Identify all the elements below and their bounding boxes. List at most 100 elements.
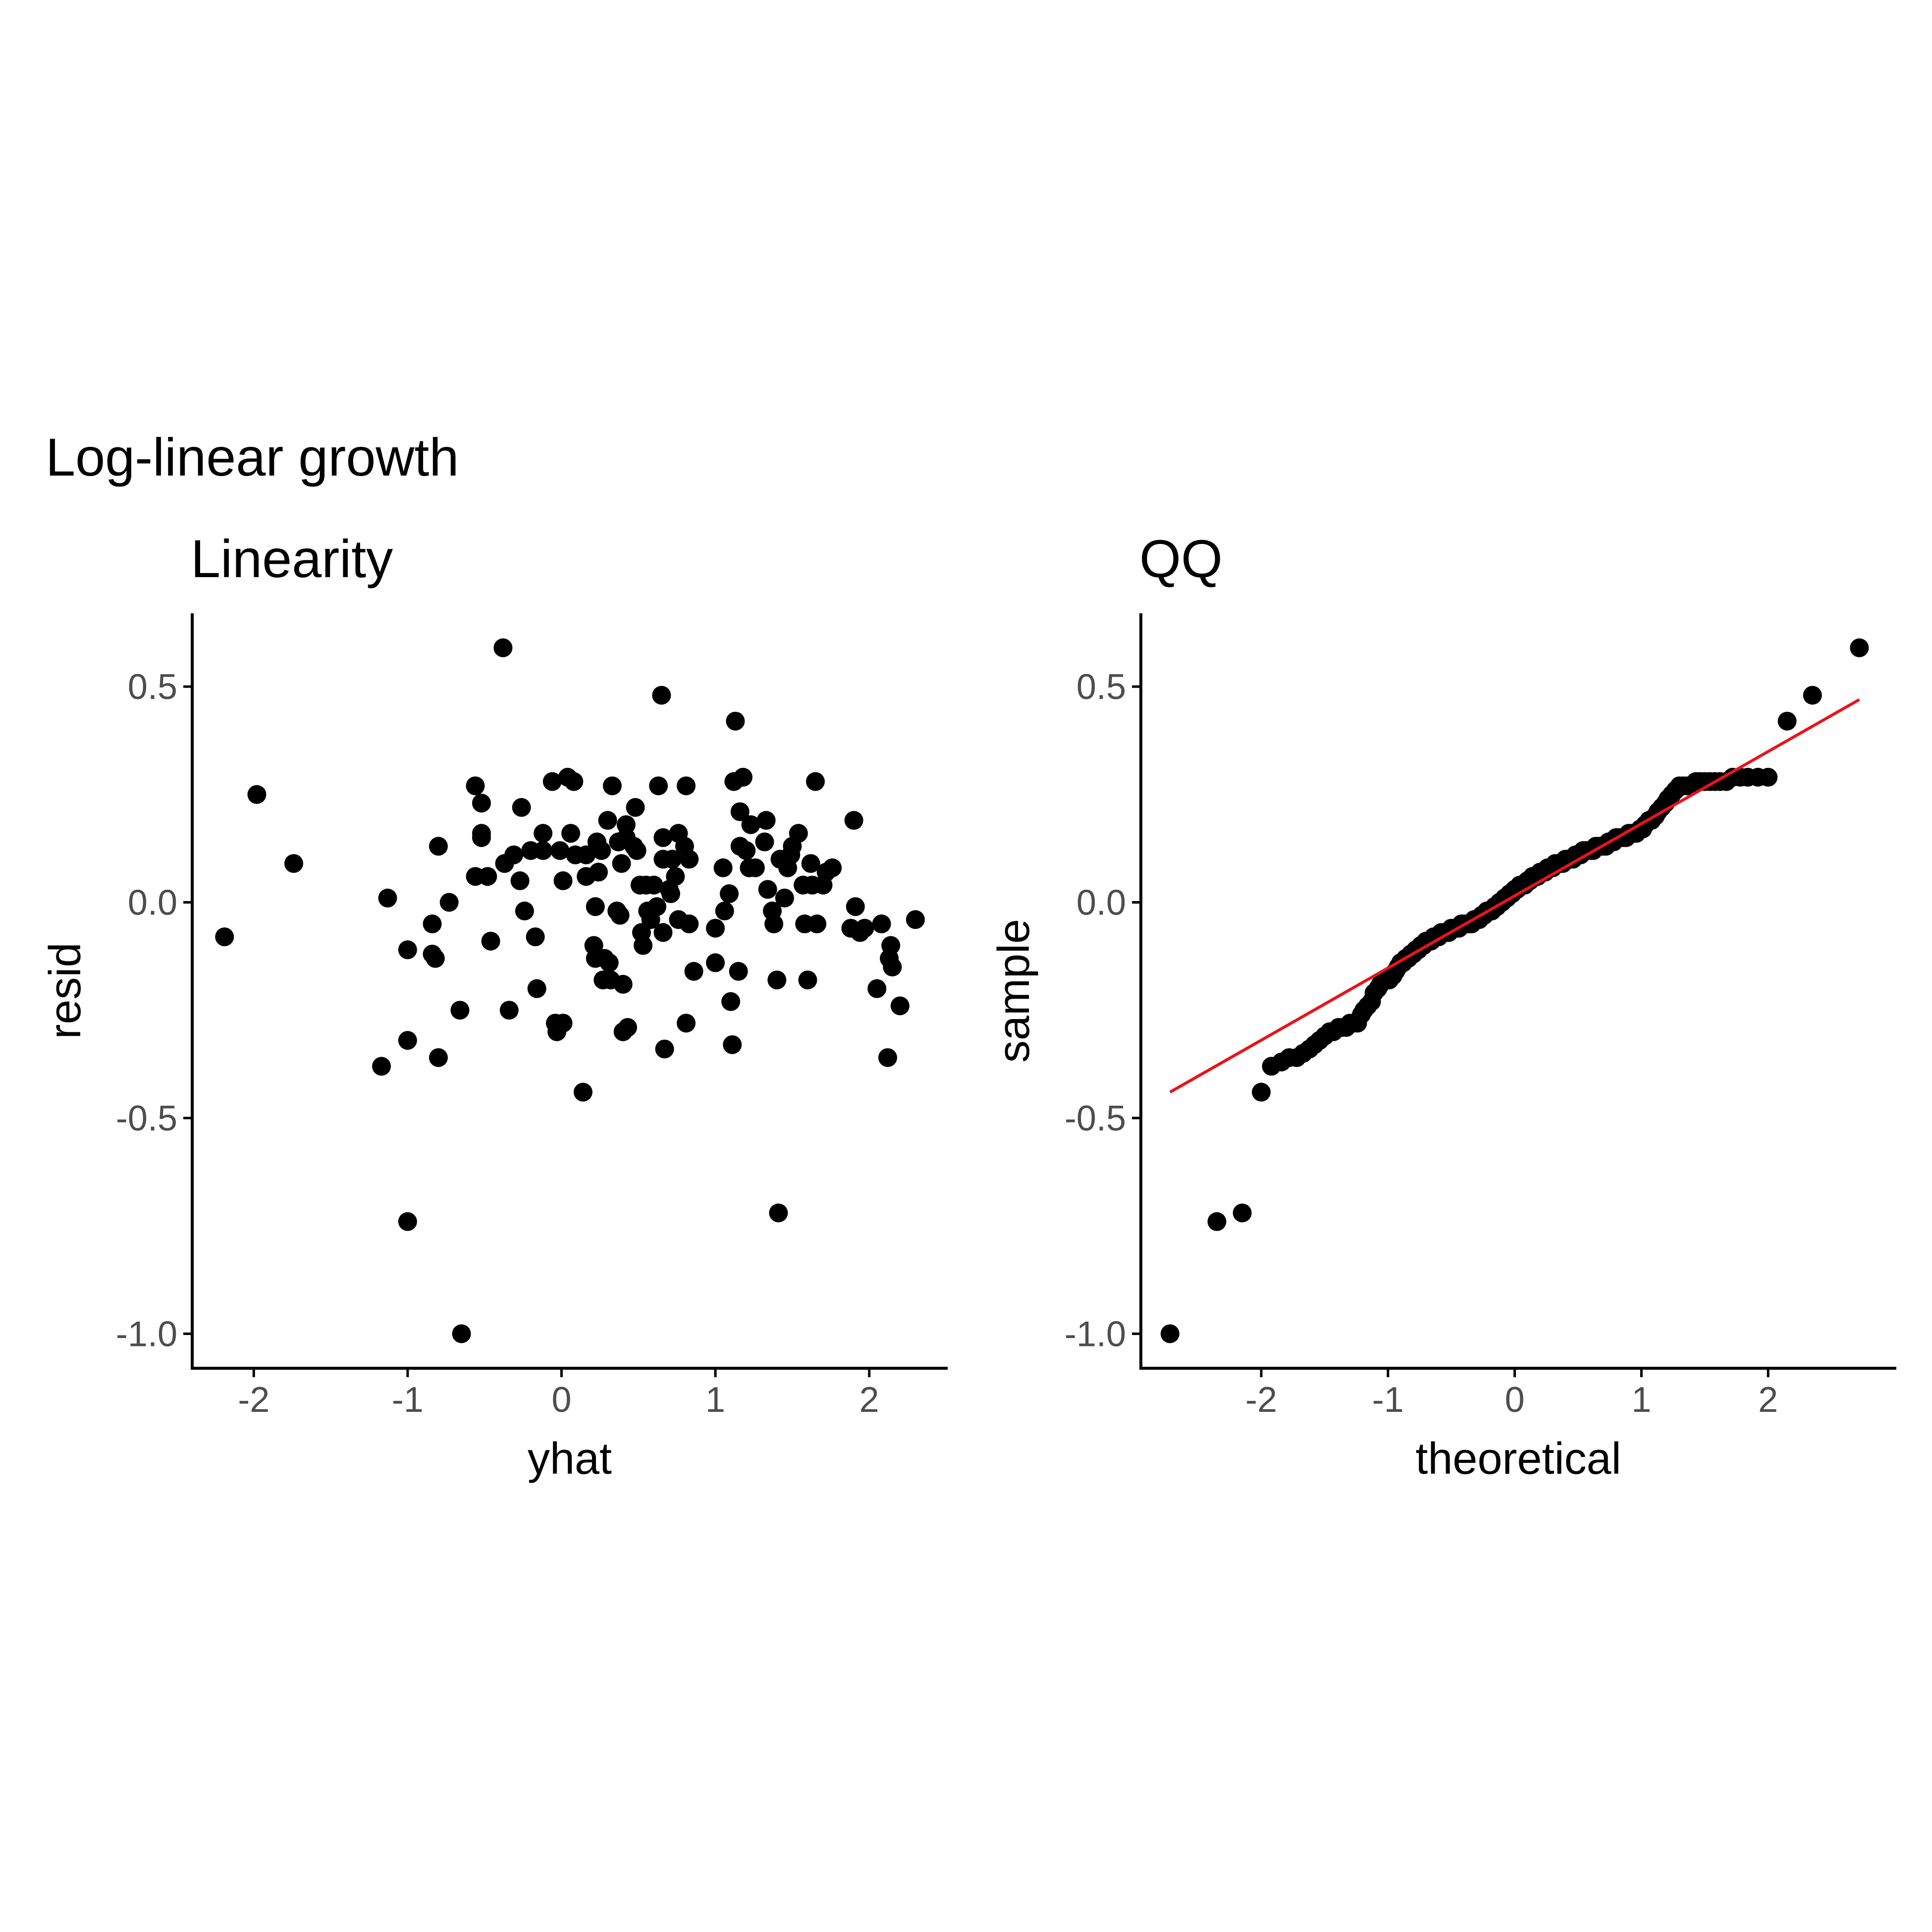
qq-data-point <box>1233 1203 1252 1223</box>
qq-points <box>1160 638 1869 1343</box>
linearity-data-point <box>634 936 653 955</box>
linearity-data-point <box>504 845 524 864</box>
linearity-data-point <box>610 906 630 925</box>
qq-data-point <box>1759 767 1778 787</box>
linearity-data-point <box>542 772 562 791</box>
linearity-data-point <box>801 854 820 873</box>
linearity-data-point <box>599 953 619 972</box>
qq-x-tick-label: 2 <box>1758 1380 1778 1420</box>
linearity-data-point <box>755 832 774 852</box>
linearity-data-point <box>764 914 784 934</box>
qq-y-tick-label: 0.0 <box>1076 883 1126 922</box>
linearity-data-point <box>512 798 531 817</box>
linearity-points <box>215 638 925 1343</box>
linearity-data-point <box>602 776 622 796</box>
linearity-y-axis-title: resid <box>41 942 90 1039</box>
main-title: Log-linear growth <box>46 427 459 487</box>
linearity-data-point <box>746 858 765 877</box>
linearity-data-point <box>429 837 448 856</box>
linearity-data-point <box>452 1324 471 1343</box>
linearity-y-tick-label: 0.5 <box>128 667 177 707</box>
linearity-data-point <box>598 811 617 830</box>
linearity-data-point <box>661 884 681 904</box>
linearity-x-tick-label: 1 <box>705 1380 725 1420</box>
linearity-data-point <box>378 888 397 908</box>
linearity-data-point <box>729 962 748 981</box>
linearity-data-point <box>398 1212 417 1231</box>
panel-title-linearity: Linearity <box>191 529 393 589</box>
linearity-data-point <box>534 824 553 843</box>
qq-data-point <box>1850 638 1869 657</box>
linearity-data-point <box>737 841 756 860</box>
panel-title-qq: QQ <box>1139 529 1223 589</box>
linearity-data-point <box>534 841 553 860</box>
qq-x-ticks: -2 -1 0 1 2 <box>1245 1368 1778 1420</box>
linearity-data-point <box>715 901 734 920</box>
linearity-data-point <box>592 841 611 860</box>
linearity-data-point <box>510 871 530 890</box>
linearity-y-ticks: -1.0 -0.5 0.0 0.5 <box>116 667 192 1354</box>
linearity-data-point <box>769 1203 788 1223</box>
linearity-data-point <box>493 638 513 657</box>
linearity-data-point <box>627 841 646 860</box>
linearity-data-point <box>466 776 485 796</box>
linearity-data-point <box>758 880 777 899</box>
linearity-x-tick-label: 2 <box>859 1380 879 1420</box>
linearity-data-point <box>429 1048 448 1067</box>
linearity-data-point <box>550 841 570 860</box>
linearity-data-point <box>872 914 891 934</box>
linearity-panel: Linearity -2 -1 0 1 2 -1.0 -0.5 0.0 0.5 yhat re… <box>41 529 948 1484</box>
qq-y-axis-title: sample <box>989 919 1039 1063</box>
linearity-data-point <box>372 1057 391 1076</box>
linearity-data-point <box>481 931 500 951</box>
linearity-data-point <box>398 1031 417 1050</box>
linearity-data-point <box>439 893 459 912</box>
linearity-data-point <box>564 772 584 791</box>
linearity-y-tick-label: 0.0 <box>128 883 177 922</box>
linearity-data-point <box>616 815 636 834</box>
linearity-data-point <box>706 953 725 972</box>
linearity-data-point <box>867 979 887 998</box>
linearity-data-point <box>478 867 497 886</box>
linearity-data-point <box>450 1001 470 1020</box>
linearity-data-point <box>878 1048 897 1067</box>
linearity-data-point <box>720 884 739 904</box>
linearity-data-point <box>906 910 925 929</box>
linearity-data-point <box>247 785 267 804</box>
linearity-x-ticks: -2 -1 0 1 2 <box>238 1368 879 1420</box>
linearity-data-point <box>644 875 663 895</box>
linearity-data-point <box>655 1039 674 1059</box>
linearity-data-point <box>573 1082 592 1102</box>
linearity-data-point <box>680 850 699 869</box>
linearity-data-point <box>789 824 808 843</box>
linearity-data-point <box>472 794 491 813</box>
linearity-data-point <box>844 811 863 830</box>
linearity-x-tick-label: 0 <box>551 1380 571 1420</box>
linearity-data-point <box>741 815 760 834</box>
linearity-data-point <box>684 962 703 981</box>
linearity-data-point <box>613 974 633 994</box>
linearity-data-point <box>883 958 902 977</box>
linearity-x-tick-label: -1 <box>392 1380 424 1420</box>
linearity-data-point <box>680 914 699 934</box>
qq-data-point <box>1777 711 1797 731</box>
linearity-data-point <box>526 927 545 947</box>
linearity-x-tick-label: -2 <box>238 1380 269 1420</box>
linearity-data-point <box>426 949 445 968</box>
linearity-data-point <box>855 918 874 938</box>
linearity-data-point <box>846 897 865 916</box>
linearity-data-point <box>553 871 573 890</box>
linearity-data-point <box>649 776 668 796</box>
linearity-data-point <box>767 970 787 990</box>
linearity-data-point <box>527 979 546 998</box>
linearity-data-point <box>612 854 631 873</box>
qq-x-tick-label: 1 <box>1631 1380 1651 1420</box>
linearity-data-point <box>775 888 794 908</box>
qq-data-point <box>1803 686 1822 705</box>
linearity-data-point <box>713 858 733 877</box>
qq-x-tick-label: -1 <box>1372 1380 1404 1420</box>
linearity-data-point <box>626 798 645 817</box>
qq-y-tick-label: -1.0 <box>1065 1314 1126 1354</box>
